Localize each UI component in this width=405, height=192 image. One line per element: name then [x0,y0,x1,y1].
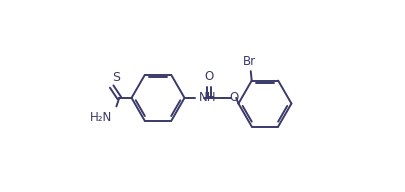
Text: NH: NH [199,91,216,104]
Text: O: O [205,70,214,83]
Text: H₂N: H₂N [90,111,113,124]
Text: S: S [112,71,120,84]
Text: O: O [229,91,239,104]
Text: Br: Br [243,55,256,68]
